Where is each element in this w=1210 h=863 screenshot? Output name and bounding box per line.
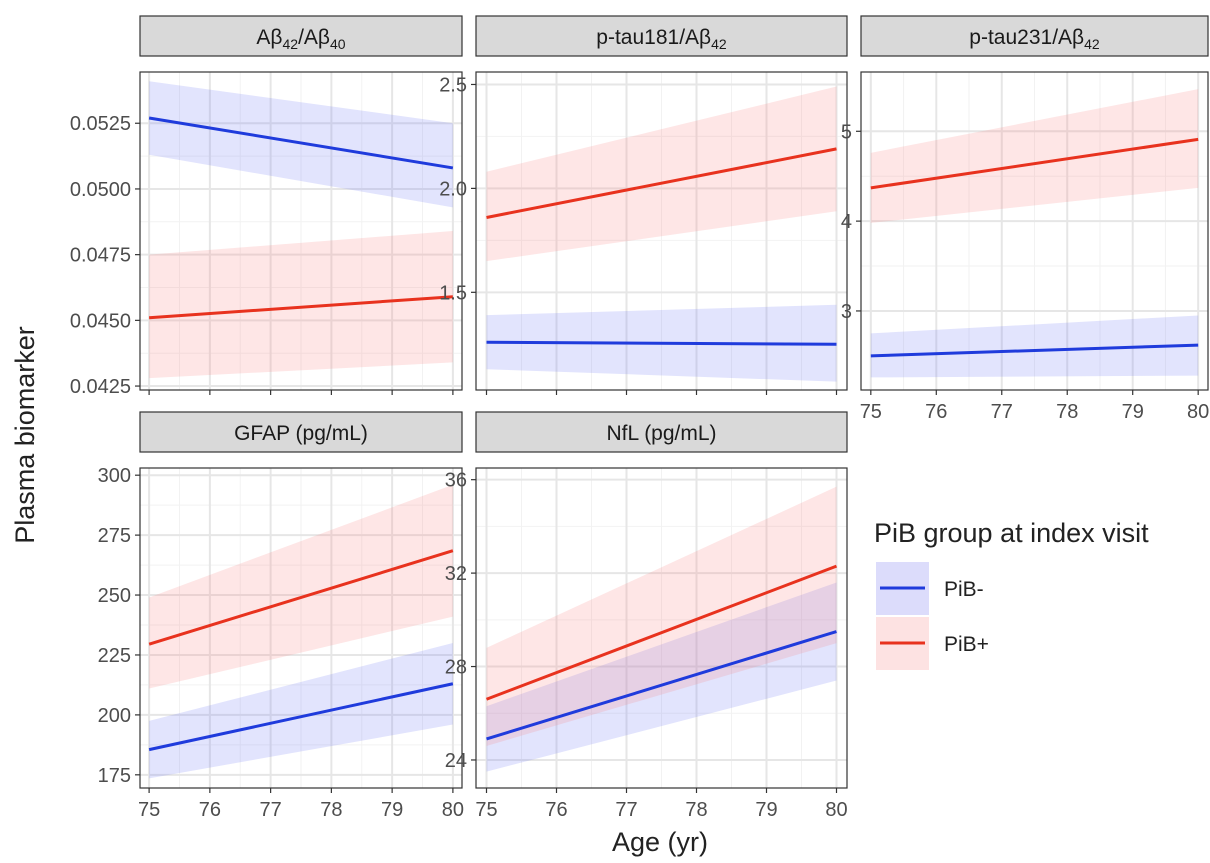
y-tick-label: 225 [98,645,131,667]
y-tick-label: 2.0 [439,178,467,200]
y-tick-label: 4 [841,211,852,233]
y-tick-label: 5 [841,121,852,143]
y-tick-label: 36 [445,470,467,492]
x-tick-label: 76 [545,799,567,821]
facet-strip [475,411,848,453]
y-tick-label: 0.0500 [70,179,131,201]
facet-title: p-tau231/Aβ42 [969,26,1100,52]
ci-band-pib-pos [149,484,453,689]
x-tick-label: 79 [755,799,777,821]
x-tick-label: 78 [685,799,707,821]
y-tick-label: 24 [445,750,467,772]
x-tick-label: 76 [925,401,947,423]
x-tick-label: 79 [381,799,403,821]
x-tick-label: 75 [138,799,160,821]
legend-title: PiB group at index visit [874,518,1149,548]
x-tick-label: 79 [1122,401,1144,423]
y-tick-label: 300 [98,465,131,487]
panel-nfl: NfL (pg/mL) 24 28 32 36 75 76 77 78 79 80 [445,411,848,821]
facet-strip [139,15,463,57]
series-line-pib-neg [486,630,837,741]
panel-gfap: GFAP (pg/mL) 175 200 225 250 275 300 75 76 77 78 79… [98,411,464,821]
x-tick-label: 80 [825,799,847,821]
facet-title: p-tau181/Aβ42 [596,26,727,52]
facet-title: Aβ42/Aβ40 [256,26,345,52]
x-axis-label: Age (yr) [612,827,708,857]
ci-band-pib-neg [486,582,837,772]
y-tick-label: 0.0475 [70,245,131,267]
y-tick-label: 1.5 [439,282,467,304]
ci-band-pib-neg [149,642,453,779]
y-tick-label: 250 [98,585,131,607]
series-line-pib-pos [485,564,838,701]
panel-border [139,71,463,391]
y-tick-label: 2.5 [439,74,467,96]
panel-border [860,71,1209,391]
legend-label-pib-neg: PiB- [944,578,984,601]
x-tick-label: 77 [615,799,637,821]
y-tick-label: 3 [841,301,852,323]
x-tick-label: 80 [442,799,464,821]
panel-abeta-ratio: Aβ42/Aβ40 0.0425 0.0450 0.0475 0.0500 0.0525 [70,15,463,398]
y-tick-label: 0.0450 [70,310,131,332]
facet-strip [139,411,463,453]
series-line-pib-pos [870,137,1199,190]
panel-ptau231-abeta42: p-tau231/Aβ42 3 4 5 75 76 77 78 79 80 [841,15,1209,423]
panel-border [139,467,463,789]
legend-item-pib-neg: PiB- [876,562,984,615]
x-tick-label: 77 [991,401,1013,423]
ci-band-pib-pos [149,231,453,379]
x-tick-label: 75 [475,799,497,821]
legend: PiB group at index visit PiB- PiB+ [874,518,1149,670]
y-axis-label: Plasma biomarker [10,326,40,544]
y-tick-label: 275 [98,525,131,547]
series-line-pib-pos [149,295,453,320]
ci-band-pib-pos [870,89,1199,223]
y-tick-label: 0.0525 [70,113,131,135]
ci-band-pib-neg [870,315,1199,378]
facet-strip [860,15,1209,57]
panel-ptau181-abeta42: p-tau181/Aβ42 1.5 2.0 2.5 [439,15,848,395]
x-tick-label: 76 [199,799,221,821]
facet-strip [475,15,848,57]
series-line-pib-pos [486,147,837,219]
panel-border [475,71,848,391]
ci-band-pib-pos [486,86,837,262]
ci-band-pib-pos [486,486,837,746]
facet-title: GFAP (pg/mL) [234,422,368,445]
y-tick-label: 175 [98,765,131,787]
series-line-pib-neg [148,116,454,170]
legend-item-pib-pos: PiB+ [876,617,989,670]
legend-label-pib-pos: PiB+ [944,633,989,656]
series-line-pib-neg [870,343,1199,358]
y-tick-label: 28 [445,657,467,679]
facet-title: NfL (pg/mL) [606,422,716,445]
series-line-pib-neg [148,682,454,752]
x-tick-label: 77 [259,799,281,821]
y-tick-label: 0.0425 [70,376,131,398]
x-tick-label: 80 [1187,401,1209,423]
x-tick-label: 78 [320,799,342,821]
series-line-pib-neg [486,340,837,346]
series-line-pib-pos [148,549,454,646]
panel-border [475,467,848,789]
y-tick-label: 200 [98,705,131,727]
x-tick-label: 78 [1056,401,1078,423]
x-tick-label: 75 [860,401,882,423]
y-tick-label: 32 [445,563,467,585]
